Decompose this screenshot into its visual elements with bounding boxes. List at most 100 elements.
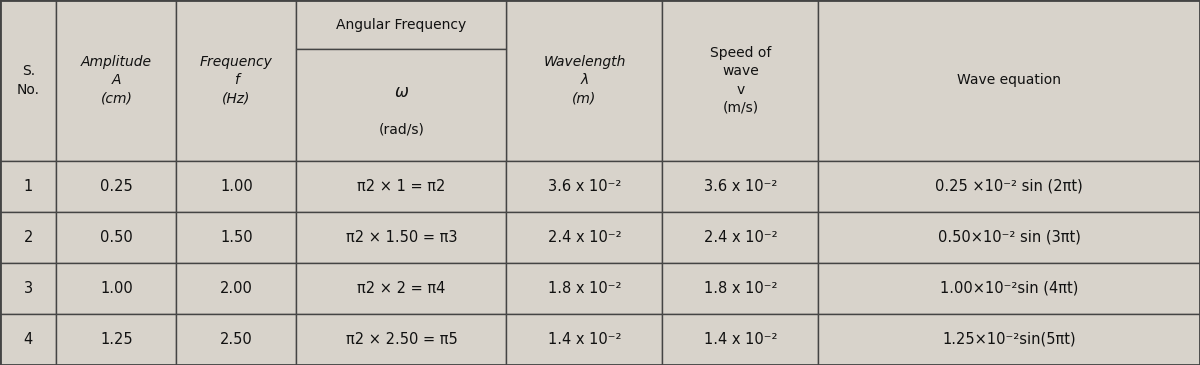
Bar <box>662 314 818 365</box>
Bar <box>662 0 818 161</box>
Bar <box>506 314 662 365</box>
Bar <box>176 161 296 212</box>
Bar <box>176 314 296 365</box>
Bar <box>176 212 296 263</box>
Bar <box>296 49 506 161</box>
Text: Amplitude
A
(cm): Amplitude A (cm) <box>80 55 152 106</box>
Text: π2 × 2.50 = π5: π2 × 2.50 = π5 <box>346 332 457 347</box>
Bar <box>176 263 296 314</box>
Bar <box>296 0 506 49</box>
Bar <box>818 263 1200 314</box>
Text: Speed of
wave
v
(m/s): Speed of wave v (m/s) <box>709 46 772 115</box>
Text: π2 × 2 = π4: π2 × 2 = π4 <box>358 281 445 296</box>
Text: 4: 4 <box>24 332 32 347</box>
Bar <box>296 0 506 49</box>
Bar <box>0 161 56 212</box>
Bar <box>818 314 1200 365</box>
Bar <box>0 0 56 161</box>
Bar <box>176 263 296 314</box>
Bar <box>662 314 818 365</box>
Bar <box>0 263 56 314</box>
Text: Frequency
f
(Hz): Frequency f (Hz) <box>200 55 272 106</box>
Text: 1: 1 <box>24 178 32 194</box>
Bar <box>176 212 296 263</box>
Text: 0.50×10⁻² sin (3πt): 0.50×10⁻² sin (3πt) <box>937 230 1081 245</box>
Bar <box>818 161 1200 212</box>
Bar <box>0 314 56 365</box>
Bar <box>56 0 176 161</box>
Bar <box>56 314 176 365</box>
Bar <box>56 212 176 263</box>
Text: Wave equation: Wave equation <box>958 73 1061 87</box>
Text: S.
No.: S. No. <box>17 64 40 96</box>
Bar <box>56 263 176 314</box>
Text: 1.4 x 10⁻²: 1.4 x 10⁻² <box>547 332 622 347</box>
Text: 2.50: 2.50 <box>220 332 253 347</box>
Bar <box>56 212 176 263</box>
Bar <box>296 263 506 314</box>
Text: 2: 2 <box>24 230 32 245</box>
Bar <box>296 212 506 263</box>
Bar <box>56 314 176 365</box>
Bar <box>0 161 56 212</box>
Bar <box>176 314 296 365</box>
Text: Angular Frequency: Angular Frequency <box>336 18 467 32</box>
Text: 1.00: 1.00 <box>220 178 253 194</box>
Bar <box>506 263 662 314</box>
Bar <box>818 212 1200 263</box>
Bar <box>0 263 56 314</box>
Text: π2 × 1 = π2: π2 × 1 = π2 <box>358 178 445 194</box>
Bar <box>662 0 818 161</box>
Text: π2 × 1.50 = π3: π2 × 1.50 = π3 <box>346 230 457 245</box>
Text: 3.6 x 10⁻²: 3.6 x 10⁻² <box>547 178 622 194</box>
Text: (rad/s): (rad/s) <box>378 122 425 137</box>
Bar <box>818 0 1200 161</box>
Bar <box>176 0 296 161</box>
Bar <box>818 263 1200 314</box>
Bar <box>176 0 296 161</box>
Bar <box>506 161 662 212</box>
Text: 2.4 x 10⁻²: 2.4 x 10⁻² <box>703 230 778 245</box>
Text: 1.50: 1.50 <box>220 230 253 245</box>
Bar <box>296 212 506 263</box>
Text: 2.00: 2.00 <box>220 281 253 296</box>
Bar <box>662 263 818 314</box>
Bar <box>662 212 818 263</box>
Text: 0.25 ×10⁻² sin (2πt): 0.25 ×10⁻² sin (2πt) <box>935 178 1084 194</box>
Bar <box>662 161 818 212</box>
Text: 1.00: 1.00 <box>100 281 133 296</box>
Bar <box>506 161 662 212</box>
Text: 3: 3 <box>24 281 32 296</box>
Bar <box>176 161 296 212</box>
Bar <box>818 212 1200 263</box>
Bar <box>296 161 506 212</box>
Bar <box>506 314 662 365</box>
Bar <box>818 314 1200 365</box>
Text: Wavelength
λ
(m): Wavelength λ (m) <box>544 55 625 106</box>
Text: 1.4 x 10⁻²: 1.4 x 10⁻² <box>703 332 778 347</box>
Text: 1.00×10⁻²sin (4πt): 1.00×10⁻²sin (4πt) <box>940 281 1079 296</box>
Bar <box>296 161 506 212</box>
Bar <box>662 263 818 314</box>
Text: 1.25×10⁻²sin(5πt): 1.25×10⁻²sin(5πt) <box>942 332 1076 347</box>
Bar <box>506 0 662 161</box>
Text: 1.25: 1.25 <box>100 332 133 347</box>
Bar <box>0 212 56 263</box>
Bar <box>56 161 176 212</box>
Bar <box>818 0 1200 161</box>
Text: 0.25: 0.25 <box>100 178 133 194</box>
Bar <box>296 49 506 161</box>
Bar <box>818 161 1200 212</box>
Bar <box>0 0 56 161</box>
Bar <box>506 0 662 161</box>
Text: 1.8 x 10⁻²: 1.8 x 10⁻² <box>547 281 622 296</box>
Bar <box>506 212 662 263</box>
Text: 2.4 x 10⁻²: 2.4 x 10⁻² <box>547 230 622 245</box>
Text: 0.50: 0.50 <box>100 230 133 245</box>
Bar <box>0 314 56 365</box>
Bar <box>56 161 176 212</box>
Bar <box>506 212 662 263</box>
Text: 1.8 x 10⁻²: 1.8 x 10⁻² <box>703 281 778 296</box>
Bar <box>662 212 818 263</box>
Text: ω: ω <box>395 82 408 101</box>
